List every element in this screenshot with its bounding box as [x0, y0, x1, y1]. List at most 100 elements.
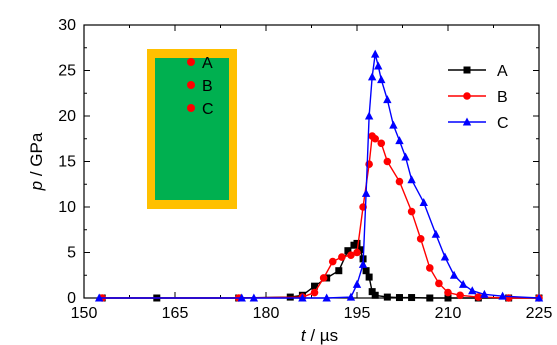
data-point-C — [389, 120, 398, 129]
data-point-A — [365, 273, 373, 281]
inset-point-C — [187, 104, 195, 112]
data-point-C — [401, 152, 410, 161]
data-point-A — [353, 239, 361, 247]
legend-item-A: A — [448, 63, 508, 80]
inset-point-label: A — [202, 55, 213, 72]
data-point-B — [310, 288, 319, 297]
data-point-A — [362, 267, 370, 275]
inset-diagram: ABC — [147, 49, 237, 209]
data-point-B — [426, 264, 434, 272]
y-tick-label: 0 — [67, 290, 76, 307]
data-point-B — [371, 134, 380, 143]
data-point-C — [346, 292, 356, 301]
data-point-B — [347, 251, 355, 260]
data-point-C — [407, 175, 416, 184]
data-point-C — [374, 61, 383, 70]
inset-inner-region — [155, 58, 229, 200]
data-point-B — [416, 235, 425, 243]
series-C — [94, 49, 544, 302]
data-point-C — [498, 291, 507, 300]
x-tick-label: 180 — [253, 305, 280, 322]
data-point-B — [435, 279, 443, 288]
y-axis-unit: / GPa — [27, 132, 46, 181]
legend-marker — [463, 66, 471, 74]
x-tick-label: 165 — [162, 305, 189, 322]
data-point-C — [383, 95, 392, 104]
y-tick-label: 5 — [67, 245, 76, 262]
data-point-C — [449, 270, 459, 279]
data-point-A — [311, 282, 319, 290]
data-point-C — [361, 188, 371, 197]
legend-marker — [463, 92, 471, 100]
x-tick-label: 210 — [435, 305, 462, 322]
y-tick-label: 20 — [58, 108, 76, 125]
inset-point-label: B — [202, 78, 213, 95]
tick-labels: 150 165 180 195 210 225 0 5 10 15 20 25 30 — [58, 17, 552, 322]
data-point-C — [431, 229, 441, 238]
y-tick-label: 25 — [58, 63, 76, 80]
legend-label: A — [497, 63, 508, 80]
data-point-B — [319, 274, 328, 282]
series-line-C — [99, 53, 540, 299]
data-point-B — [338, 253, 346, 261]
x-tick-label: 150 — [71, 305, 98, 322]
data-point-C — [468, 286, 477, 295]
data-point-C — [322, 293, 331, 302]
legend-item-B: B — [448, 89, 508, 106]
data-point-A — [335, 267, 343, 275]
data-point-C — [371, 49, 380, 58]
data-point-C — [377, 75, 386, 84]
data-point-B — [328, 257, 337, 266]
legend: ABC — [448, 63, 509, 132]
data-point-C — [94, 293, 104, 302]
data-point-B — [444, 288, 452, 297]
data-point-C — [358, 259, 368, 268]
data-point-B — [353, 248, 361, 257]
data-point-B — [504, 294, 513, 302]
data-point-C — [458, 279, 468, 288]
y-axis-title: p / GPa — [27, 132, 46, 191]
y-tick-label: 30 — [58, 17, 76, 34]
inset-point-B — [187, 81, 195, 89]
data-point-A — [344, 247, 352, 255]
x-tick-label: 225 — [526, 305, 553, 322]
data-point-C — [237, 293, 246, 302]
data-point-A — [408, 294, 416, 302]
x-tick-label: 195 — [344, 305, 371, 322]
data-point-A — [395, 294, 403, 302]
data-point-C — [395, 136, 404, 145]
x-axis-unit: / µs — [306, 326, 338, 345]
data-point-C — [364, 111, 374, 120]
data-point-B — [383, 157, 392, 166]
y-tick-label: 15 — [58, 154, 76, 171]
data-point-B — [395, 177, 404, 186]
data-point-C — [352, 279, 362, 288]
data-point-B — [407, 207, 416, 216]
data-point-C — [440, 252, 450, 261]
data-point-C — [298, 293, 307, 302]
legend-marker — [462, 117, 472, 126]
data-point-B — [377, 139, 386, 148]
data-point-A — [368, 288, 376, 296]
y-axis-variable: p — [27, 181, 46, 191]
data-point-B — [474, 293, 483, 301]
data-point-A — [383, 293, 391, 301]
y-tick-label: 10 — [58, 199, 76, 216]
data-point-A — [371, 291, 379, 299]
x-axis-variable: t — [301, 326, 307, 345]
inset-point-A — [187, 58, 195, 66]
inset-point-label: C — [202, 101, 214, 118]
data-point-A — [356, 246, 364, 254]
data-point-C — [534, 293, 544, 302]
data-point-C — [367, 72, 377, 81]
legend-label: C — [497, 115, 509, 132]
data-point-A — [444, 294, 452, 302]
x-axis-title: t / µs — [301, 326, 338, 345]
legend-item-C: C — [448, 115, 509, 132]
data-point-C — [249, 293, 259, 302]
data-point-C — [419, 197, 428, 206]
data-point-C — [480, 289, 489, 298]
data-point-A — [426, 294, 434, 302]
data-point-B — [456, 291, 464, 300]
